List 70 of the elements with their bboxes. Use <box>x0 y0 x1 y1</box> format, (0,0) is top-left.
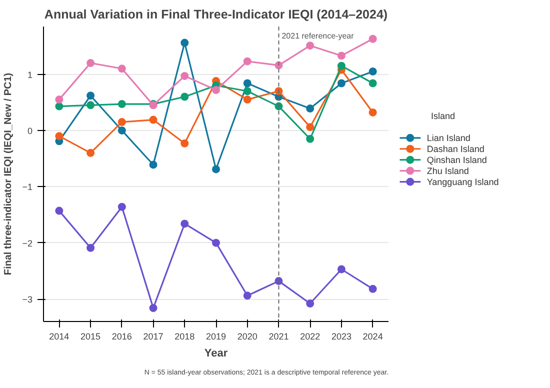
point <box>180 92 189 101</box>
point <box>337 62 346 70</box>
chart-title: Annual Variation in Final Three-Indicator IEQI (2014–2024) <box>44 8 388 22</box>
point <box>243 87 252 96</box>
point <box>118 100 126 108</box>
point <box>118 202 126 211</box>
point <box>306 134 314 143</box>
point <box>180 38 189 47</box>
point <box>55 96 64 104</box>
legend-label: Qinshan Island <box>426 154 487 165</box>
point <box>337 79 346 88</box>
point <box>243 57 252 66</box>
point <box>243 292 252 300</box>
point <box>180 72 189 80</box>
point <box>306 300 314 308</box>
point <box>212 165 220 174</box>
point <box>368 79 377 88</box>
point <box>212 238 220 247</box>
y-tick-label: −1 <box>22 182 33 192</box>
point <box>180 220 189 228</box>
point <box>55 132 64 140</box>
x-tick-label: 2015 <box>80 332 101 342</box>
point <box>118 118 126 126</box>
point <box>180 139 189 148</box>
point <box>337 52 346 60</box>
y-tick-label: −2 <box>22 238 33 248</box>
x-tick-label: 2022 <box>300 332 320 342</box>
y-axis-title: Final three-indicator IEQI (IEQI_New / PC1) <box>3 72 14 276</box>
x-tick-label: 2023 <box>331 332 352 342</box>
x-tick-label: 2021 <box>268 332 289 342</box>
point <box>306 123 314 132</box>
x-tick-label: 2017 <box>143 332 164 342</box>
x-tick-label: 2018 <box>174 332 195 342</box>
legend-label: Yangguang Island <box>426 176 499 187</box>
x-tick-label: 2020 <box>237 332 258 342</box>
ref-line-label: 2021 reference-year <box>282 32 354 40</box>
legend-label: Dashan Island <box>426 144 484 154</box>
point <box>306 104 314 113</box>
legend-label: Zhu Island <box>426 166 469 176</box>
point <box>86 101 95 110</box>
point <box>118 126 126 134</box>
point <box>368 34 377 43</box>
point <box>55 206 64 215</box>
point <box>149 160 158 169</box>
point <box>368 108 377 116</box>
point <box>243 79 252 88</box>
x-axis-title: Year <box>204 348 228 360</box>
point <box>306 42 314 50</box>
x-tick-label: 2016 <box>112 332 132 342</box>
point <box>149 116 158 124</box>
legend-label: Lian Island <box>426 132 470 143</box>
point <box>243 96 252 104</box>
point <box>149 304 158 312</box>
point <box>212 86 220 94</box>
x-tick-label: 2019 <box>206 332 226 342</box>
y-tick-label: 0 <box>27 126 33 136</box>
point <box>118 64 126 73</box>
point <box>86 148 95 157</box>
point <box>368 284 377 293</box>
y-tick-label: −3 <box>22 294 33 305</box>
y-tick-label: 1 <box>27 70 33 80</box>
point <box>55 102 64 110</box>
point <box>368 67 377 76</box>
x-tick-label: 2024 <box>362 332 383 342</box>
legend-title: Island <box>431 111 456 122</box>
x-tick-label: 2014 <box>49 332 70 342</box>
point <box>337 265 346 274</box>
point <box>86 59 95 68</box>
point <box>86 92 95 100</box>
point <box>86 244 95 252</box>
